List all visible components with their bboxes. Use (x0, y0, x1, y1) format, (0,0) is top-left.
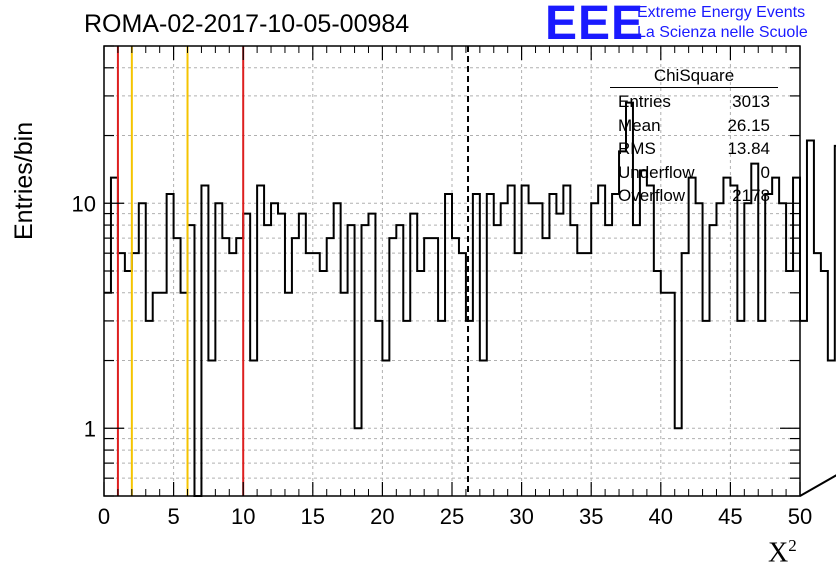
x-tick-label: 20 (370, 504, 394, 529)
x-tick-label: 50 (788, 504, 812, 529)
y-tick-label: 10 (72, 191, 96, 216)
axes (103, 45, 801, 497)
x-tick-label: 25 (440, 504, 464, 529)
stats-value: 2178 (732, 186, 770, 205)
marker-lines (116, 46, 470, 496)
y-tick-label: 1 (84, 416, 96, 441)
x-tick-label: 15 (301, 504, 325, 529)
stats-label: Entries (618, 92, 671, 111)
stats-label: Overflow (618, 186, 686, 205)
x-tick-label: 35 (579, 504, 603, 529)
stats-value: 0 (760, 162, 770, 182)
histogram-bin (807, 141, 814, 496)
stats-row-mean: Mean 26.15 (610, 114, 778, 138)
x-tick-label: 45 (718, 504, 742, 529)
stats-box: ChiSquare Entries 3013 Mean 26.15 RMS 13.84… (610, 66, 778, 208)
logo-line-2: La Scienza nelle Scuole (637, 24, 808, 41)
histogram-bin (800, 321, 807, 496)
x-axis-label: X2 (768, 536, 797, 569)
stats-label: Mean (618, 115, 661, 135)
stats-value: 26.15 (727, 115, 770, 135)
x-axis-label-base: X (768, 537, 789, 569)
x-tick-label: 30 (509, 504, 533, 529)
x-tick-label: 5 (167, 504, 179, 529)
eee-logo: EEE Extreme Energy Events La Scienza nel… (545, 0, 835, 50)
stats-value: 13.84 (727, 139, 770, 158)
x-tick-label: 40 (649, 504, 673, 529)
tick-labels: 0 5 10 15 20 25 30 35 40 45 50 1 10 (72, 191, 813, 529)
stats-title: ChiSquare (610, 66, 778, 88)
stats-row-underflow: Underflow 0 (610, 161, 778, 185)
histogram-bin (814, 253, 821, 496)
x-tick-label: 10 (231, 504, 255, 529)
logo-line-1: Extreme Energy Events (637, 4, 806, 21)
x-tick-label: 0 (98, 504, 110, 529)
stats-label: RMS (618, 139, 656, 158)
plot-frame (103, 45, 801, 497)
x-axis-label-sup: 2 (788, 536, 797, 555)
eee-logo-mark: EEE (545, 0, 645, 50)
stats-row-entries: Entries 3013 (610, 90, 778, 114)
stats-row-rms: RMS 13.84 (610, 137, 778, 161)
histogram-bin (821, 271, 828, 496)
stats-row-overflow: Overflow 2178 (610, 184, 778, 208)
stats-value: 3013 (732, 92, 770, 111)
histogram-outline (104, 101, 836, 497)
page-title: ROMA-02-2017-10-05-00984 (84, 10, 410, 38)
stats-label: Underflow (618, 162, 695, 182)
